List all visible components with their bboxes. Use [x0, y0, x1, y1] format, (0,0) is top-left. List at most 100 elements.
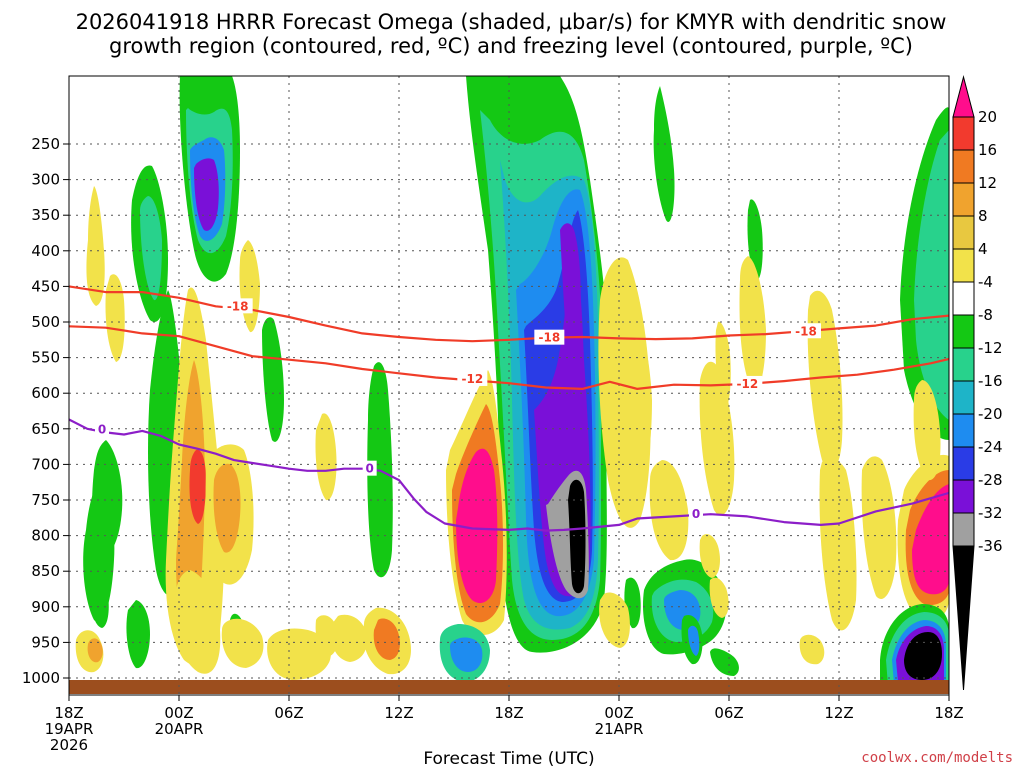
descent-yellow-02z-upper	[239, 240, 260, 333]
colorbar-segment	[952, 347, 975, 382]
colorbar-label: 16	[978, 141, 997, 159]
colorbar-label: -32	[978, 504, 1003, 522]
colorbar-label: -36	[978, 537, 1003, 555]
colorbar-segment	[952, 248, 975, 283]
colorbar-segment	[952, 446, 975, 481]
y-tick-label: 350	[31, 206, 60, 224]
contour-lines: -18 -18 -18 -12 -12 0 0 0	[69, 285, 949, 532]
descent-yellow-03z	[221, 618, 264, 668]
contour-label-bg	[689, 506, 703, 522]
x-tick-label: 12Z	[824, 704, 853, 722]
colorbar-segment	[952, 512, 975, 547]
colorbar-label: -16	[978, 372, 1003, 390]
omega-shading	[75, 76, 949, 688]
x-tick-label: 18Z	[54, 704, 83, 722]
colorbar-label: -28	[978, 471, 1003, 489]
contour-label-bg	[362, 460, 377, 476]
colorbar: 20 16 12 8 4 -4 -8 -12 -16 -20 -24 -28 -32 -36	[952, 75, 1003, 691]
y-tick-label: 900	[31, 598, 60, 616]
descent-yellow-20z-19apr	[86, 186, 105, 306]
x-tick-label: 00Z	[164, 704, 193, 722]
y-tick-label: 850	[31, 562, 60, 580]
descent-yellow-11z-mid	[315, 413, 337, 501]
ascent-green-20z-19apr-low	[92, 585, 109, 628]
descent-yellow-03z-21	[649, 460, 689, 561]
x-tick-label: 12Z	[384, 704, 413, 722]
contour-label-bg	[732, 375, 763, 391]
y-tick-label: 400	[31, 242, 60, 260]
chart-title-line2: growth region (contoured, red, ºC) and f…	[109, 34, 913, 58]
contour-label: 0	[365, 462, 373, 476]
x-axis-title: Forecast Time (UTC)	[423, 749, 594, 768]
ascent-green-05z-low	[710, 648, 739, 676]
descent-yellow-14z	[819, 458, 857, 631]
descent-pink-18z	[456, 448, 498, 604]
contour-label: 0	[692, 507, 700, 521]
y-tick-label: 650	[31, 420, 60, 438]
y-tick-label: 300	[31, 171, 60, 189]
descent-yellow-07z-low	[267, 628, 331, 680]
colorbar-label: 12	[978, 174, 997, 192]
x-tick-label: 18Z	[934, 704, 963, 722]
y-tick-label: 450	[31, 277, 60, 295]
descent-yellow-13z	[807, 290, 843, 471]
x-tick-label: 06Z	[714, 704, 743, 722]
credit-text: coolwx.com/modelts	[861, 750, 1013, 766]
contour-dendritic-minus12	[69, 325, 949, 390]
descent-yellow-08z-low	[330, 614, 368, 662]
descent-yellow-02z-mid	[174, 570, 221, 674]
colorbar-label: -12	[978, 339, 1003, 357]
descent-yellow-21z-19apr	[105, 274, 125, 362]
colorbar-segment	[952, 281, 975, 316]
colorbar-arrow-bottom	[952, 545, 975, 691]
x-tick-label: 06Z	[274, 704, 303, 722]
colorbar-segment	[952, 314, 975, 349]
contour-label: 0	[98, 423, 106, 437]
y-tick-label: 700	[31, 455, 60, 473]
colorbar-arrow-top	[952, 75, 975, 118]
descent-red-00z	[189, 449, 206, 524]
x-tick-label: 18Z	[494, 704, 523, 722]
contour-label-bg	[791, 323, 821, 339]
descent-yellow-06z-21-low	[709, 577, 729, 618]
colorbar-segment	[952, 149, 975, 184]
descent-yellow-09z	[739, 256, 766, 391]
contour-label-bg	[222, 298, 253, 314]
ascent-green-23z	[653, 86, 675, 222]
chart-title-line1: 2026041918 HRRR Forecast Omega (shaded, …	[76, 10, 947, 34]
ascent-upper-right-teal	[914, 130, 949, 420]
descent-yellow-16z	[861, 456, 897, 599]
colorbar-segment	[952, 380, 975, 415]
x-tick-label: 20APR	[155, 720, 204, 738]
contour-label-bg	[534, 329, 565, 345]
ascent-blue-16z-low	[450, 637, 483, 672]
y-tick-label: 550	[31, 349, 60, 367]
colorbar-segment	[952, 479, 975, 514]
colorbar-label: -4	[978, 273, 993, 291]
descent-yellow-end-upper	[913, 380, 941, 481]
x-tick-label: 00Z	[604, 704, 633, 722]
ascent-blue-04z-low	[688, 625, 700, 656]
colorbar-label: -8	[978, 306, 993, 324]
contour-label: -18	[227, 299, 249, 313]
ascent-teal-20z-19apr	[140, 196, 162, 301]
colorbar-label: -20	[978, 405, 1003, 423]
colorbar-segment	[952, 413, 975, 448]
descent-yellow-01z-mid	[627, 326, 652, 471]
colorbar-segment	[952, 116, 975, 151]
descent-yellow-06z-21	[715, 321, 731, 410]
y-axis: 250 300 350 400 450 500 550 600 650 700 750 800 850 9…	[22, 135, 69, 687]
colorbar-label: 8	[978, 207, 988, 225]
contour-label: -18	[538, 331, 560, 345]
colorbar-label: -24	[978, 438, 1003, 456]
contour-label-bg	[95, 421, 109, 437]
descent-orange-21z-19apr	[87, 638, 103, 663]
contour-label: -12	[736, 377, 758, 391]
descent-yellow-04z-21-mid	[699, 534, 720, 578]
ascent-green-23z-low	[126, 600, 150, 669]
x-tick-label: 19APR	[45, 720, 94, 738]
colorbar-segment	[952, 182, 975, 217]
contour-label: -12	[461, 372, 483, 386]
